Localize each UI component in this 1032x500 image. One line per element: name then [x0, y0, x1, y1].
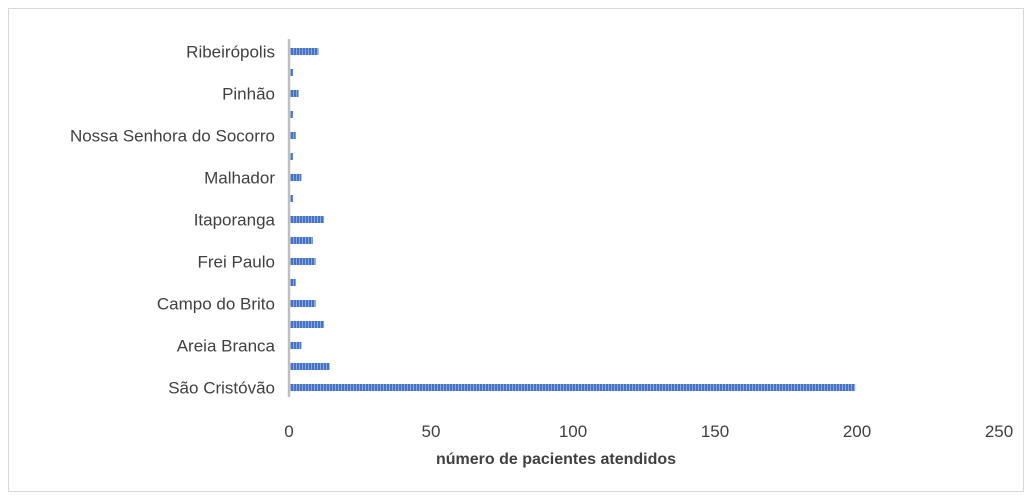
bar-chart: São Cristóvão Areia Branca Campo do Brito F…: [70, 39, 1013, 468]
bar-9: [290, 195, 293, 202]
category-label: Frei Paulo: [198, 253, 275, 272]
bar-5: [290, 279, 296, 286]
bar-6: [290, 258, 316, 265]
bar-12: [290, 132, 296, 139]
x-tick-label: 200: [843, 422, 871, 441]
bar-15: [290, 69, 293, 76]
bar-4: [290, 300, 316, 307]
bar-14: [290, 90, 299, 97]
x-axis-title: número de pacientes atendidos: [436, 451, 676, 468]
bar-0: [290, 384, 856, 391]
bar-16: [290, 48, 319, 55]
category-label: Campo do Brito: [157, 295, 275, 314]
bar-10: [290, 174, 302, 181]
x-tick-label: 250: [985, 422, 1013, 441]
category-label: Pinhão: [222, 85, 275, 104]
bar-8: [290, 216, 325, 223]
bars-group: [290, 48, 856, 391]
category-label: Ribeirópolis: [186, 43, 275, 62]
bar-3: [290, 321, 325, 328]
bar-11: [290, 153, 293, 160]
x-tick-labels: 0 50 100 150 200 250: [284, 422, 1013, 441]
category-label: Areia Branca: [177, 337, 276, 356]
category-label: Nossa Senhora do Socorro: [70, 127, 275, 146]
bar-1: [290, 363, 330, 370]
chart-frame: São Cristóvão Areia Branca Campo do Brito F…: [8, 8, 1024, 492]
x-tick-label: 0: [284, 422, 293, 441]
x-tick-label: 100: [559, 422, 587, 441]
bar-13: [290, 111, 293, 118]
category-labels: São Cristóvão Areia Branca Campo do Brito F…: [70, 43, 276, 398]
bar-2: [290, 342, 302, 349]
bar-7: [290, 237, 313, 244]
category-label: Malhador: [204, 169, 275, 188]
x-tick-label: 50: [422, 422, 441, 441]
category-label: São Cristóvão: [168, 379, 275, 398]
category-label: Itaporanga: [194, 211, 276, 230]
x-tick-label: 150: [701, 422, 729, 441]
